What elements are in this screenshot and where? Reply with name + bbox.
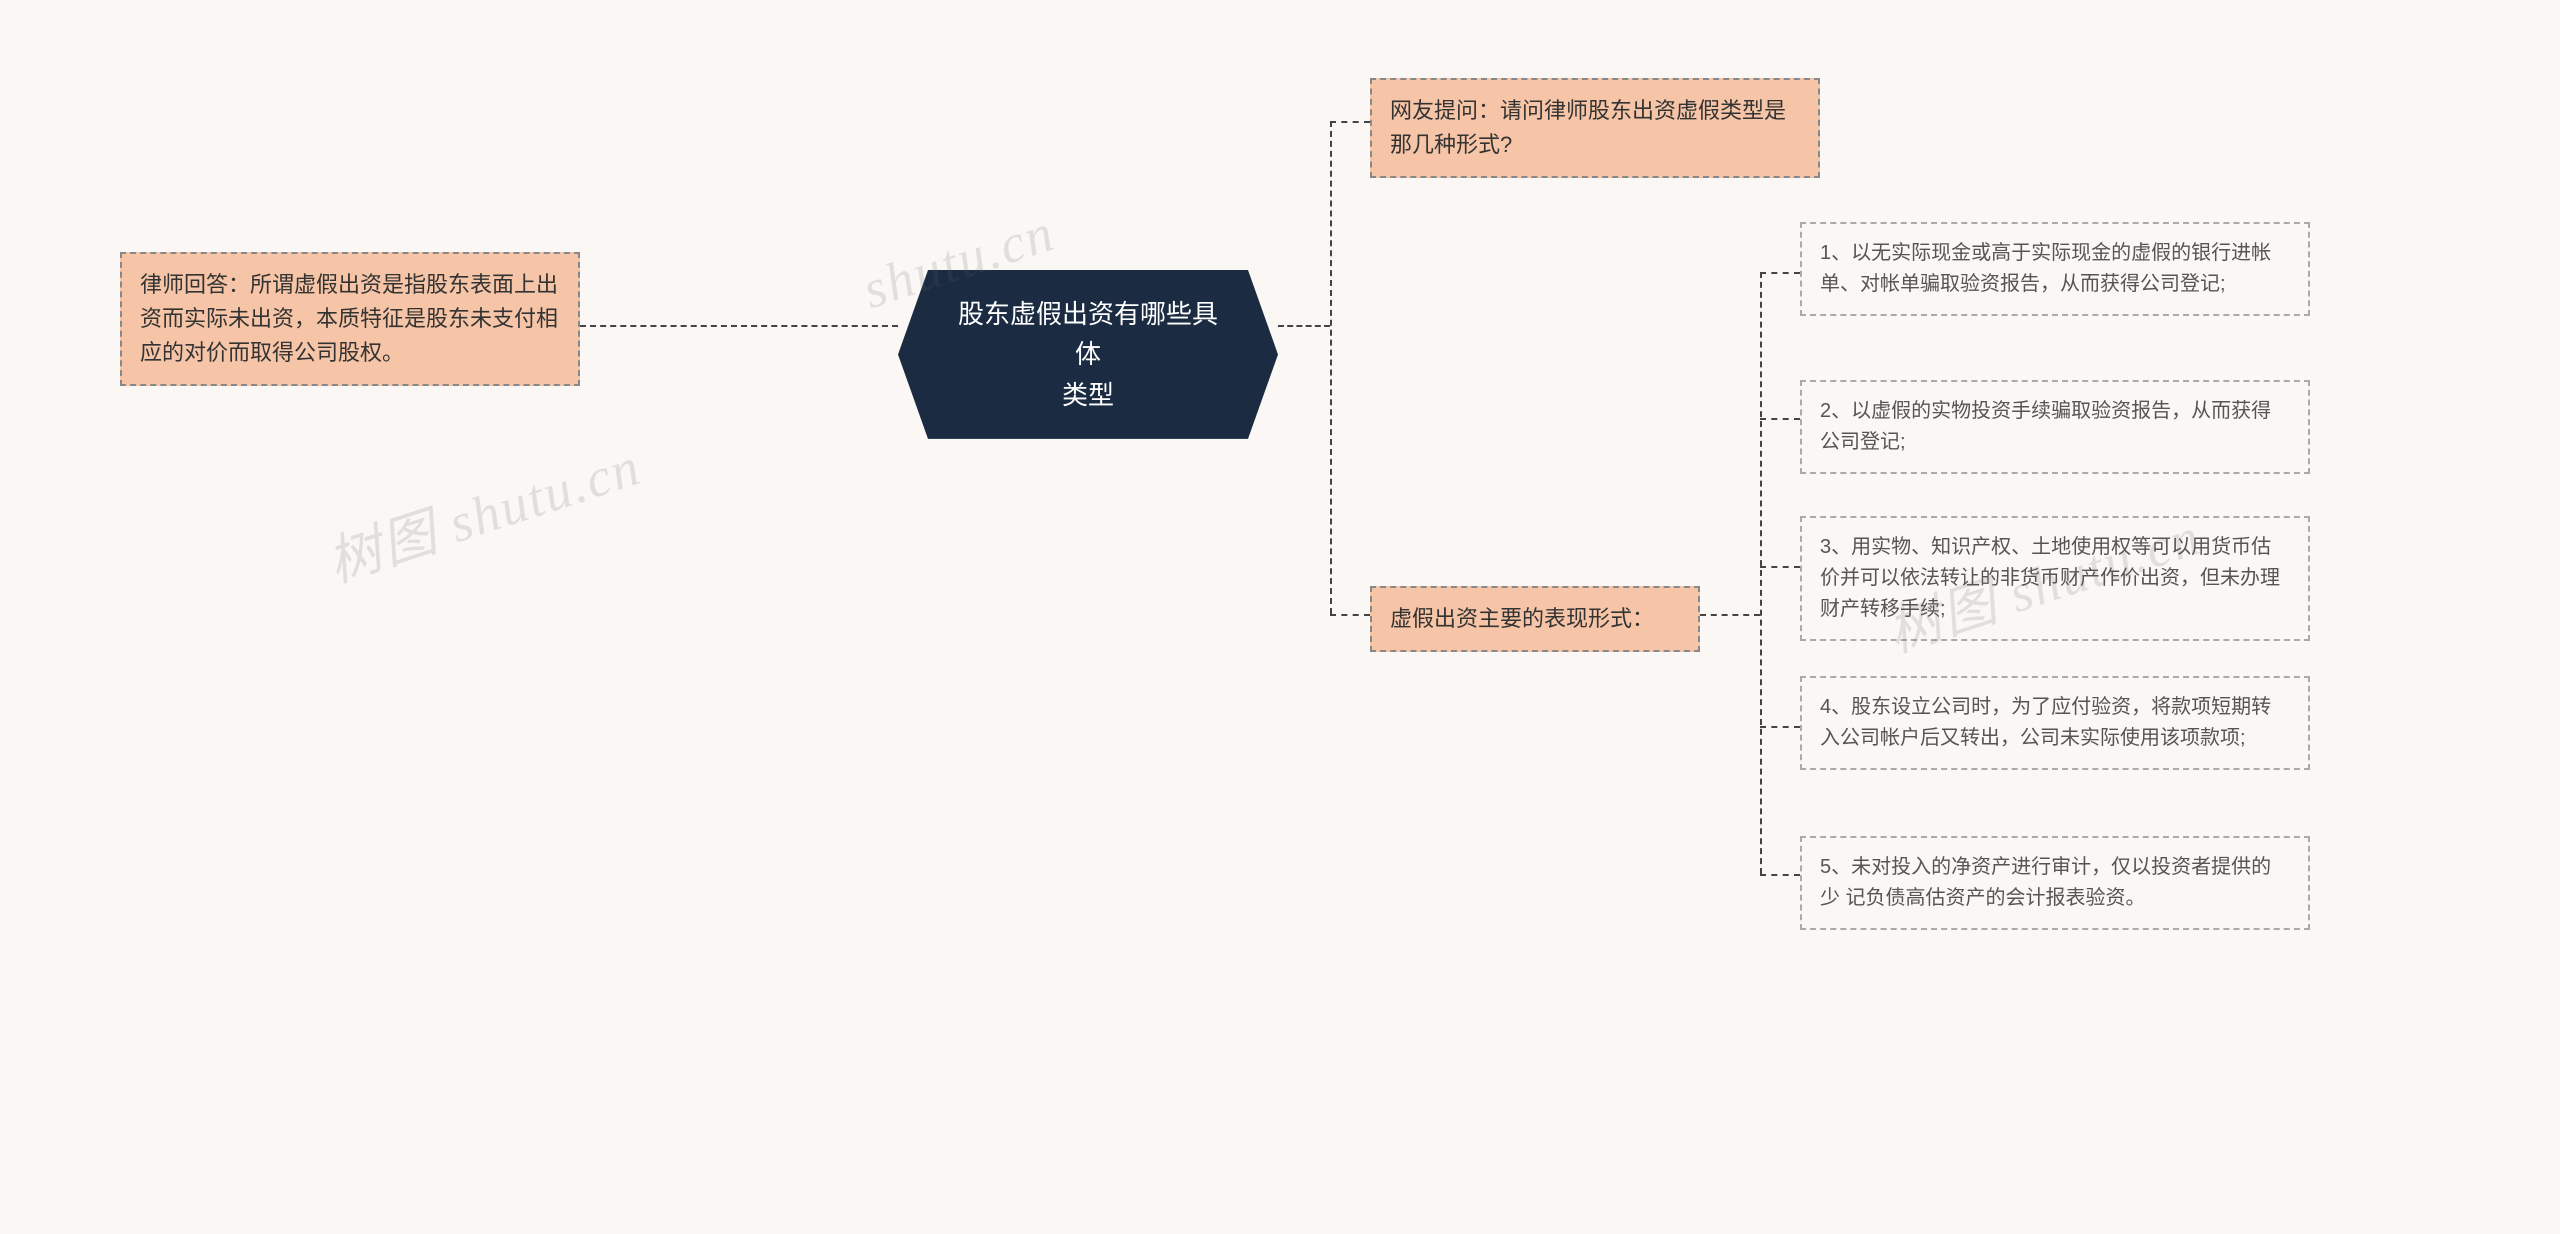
branch-question-node: 网友提问：请问律师股东出资虚假类型是那几种形式? [1370, 78, 1820, 178]
root-line2: 类型 [1062, 380, 1114, 410]
connector-h [580, 325, 898, 327]
branch-forms-node: 虚假出资主要的表现形式： [1370, 586, 1700, 652]
connector-h [1760, 566, 1800, 568]
root-node: 股东虚假出资有哪些具体 类型 [898, 270, 1278, 439]
connector-h [1760, 418, 1800, 420]
root-line1: 股东虚假出资有哪些具体 [958, 299, 1218, 369]
connector-v [1330, 121, 1332, 614]
connector-h [1278, 325, 1330, 327]
connector-h [1330, 121, 1370, 123]
connector-h [1760, 874, 1800, 876]
branch-forms-text: 虚假出资主要的表现形式： [1390, 606, 1654, 631]
connector-h [1760, 272, 1800, 274]
leaf-node-1: 1、以无实际现金或高于实际现金的虚假的银行进帐单、对帐单骗取验资报告，从而获得公… [1800, 222, 2310, 316]
connector-h [1760, 726, 1800, 728]
left-answer-node: 律师回答：所谓虚假出资是指股东表面上出资而实际未出资，本质特征是股东未支付相应的… [120, 252, 580, 386]
connector-h [1700, 614, 1760, 616]
leaf-node-2: 2、以虚假的实物投资手续骗取验资报告，从而获得公司登记; [1800, 380, 2310, 474]
connector-h [1330, 614, 1370, 616]
watermark-1: 树图 shutu.cn [316, 422, 650, 598]
leaf-node-3: 3、用实物、知识产权、土地使用权等可以用货币估价并可以依法转让的非货币财产作价出… [1800, 516, 2310, 641]
leaf-node-4: 4、股东设立公司时，为了应付验资，将款项短期转入公司帐户后又转出，公司未实际使用… [1800, 676, 2310, 770]
connector-v [1760, 272, 1762, 874]
leaf-node-5: 5、未对投入的净资产进行审计，仅以投资者提供的少 记负债高估资产的会计报表验资。 [1800, 836, 2310, 930]
branch-question-text: 网友提问：请问律师股东出资虚假类型是那几种形式? [1390, 98, 1786, 157]
left-answer-text: 律师回答：所谓虚假出资是指股东表面上出资而实际未出资，本质特征是股东未支付相应的… [140, 272, 558, 365]
